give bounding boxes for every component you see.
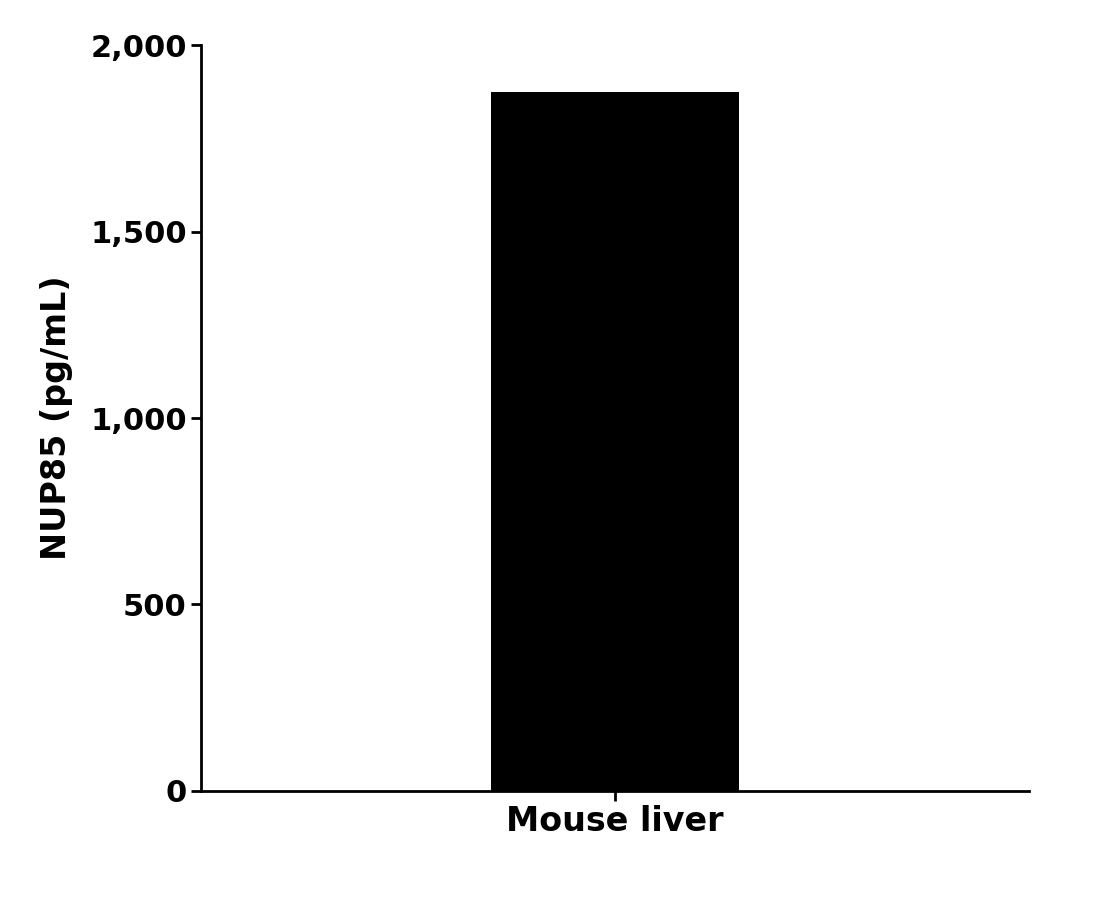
Y-axis label: NUP85 (pg/mL): NUP85 (pg/mL) [40, 275, 74, 561]
Bar [491, 92, 739, 791]
